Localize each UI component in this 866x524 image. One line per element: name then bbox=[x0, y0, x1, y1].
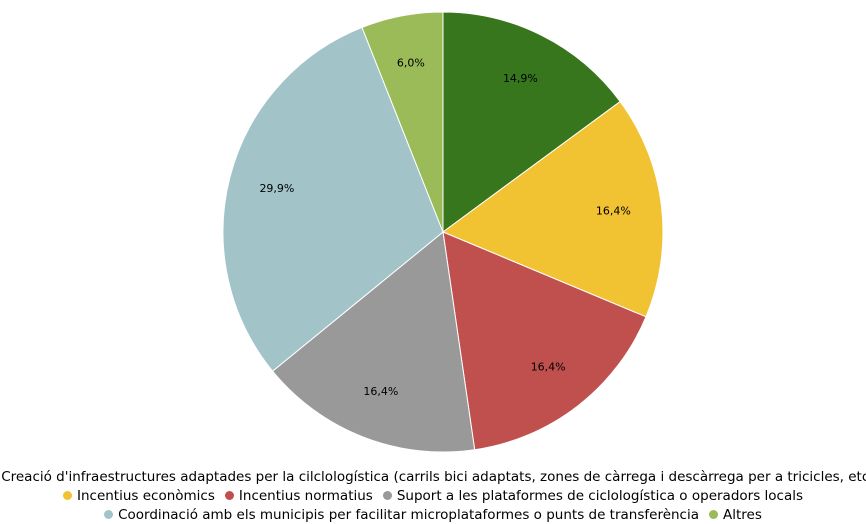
pie-slice bbox=[222, 26, 444, 372]
data-label: 16,4% bbox=[531, 361, 566, 374]
legend-label: Creació d'infraestructures adaptades per… bbox=[1, 468, 866, 485]
data-label: 16,4% bbox=[363, 385, 398, 398]
pie-slice bbox=[361, 11, 444, 233]
legend: Creació d'infraestructures adaptades per… bbox=[0, 467, 866, 524]
data-label: 6,0% bbox=[397, 56, 425, 69]
legend-item: Suport a les plataformes de ciclologísti… bbox=[382, 487, 804, 504]
legend-marker bbox=[104, 510, 114, 519]
legend-label: Incentius normatius bbox=[238, 487, 373, 504]
legend-label: Suport a les plataformes de ciclologísti… bbox=[396, 487, 804, 504]
legend-item: Creació d'infraestructures adaptades per… bbox=[0, 469, 866, 485]
legend-row: Coordinació amb els municipis per facili… bbox=[0, 505, 866, 524]
legend-marker bbox=[62, 491, 72, 500]
data-label: 16,4% bbox=[596, 205, 631, 218]
pie-slice bbox=[442, 231, 647, 451]
pie-area: 14,9% 16,4% 16,4% 16,4% 29,9% 6,0% bbox=[222, 11, 664, 453]
legend-item: Altres bbox=[709, 507, 762, 523]
legend-item: Coordinació amb els municipis per facili… bbox=[104, 507, 699, 523]
legend-marker bbox=[709, 510, 719, 519]
legend-label: Incentius econòmics bbox=[76, 487, 215, 504]
pie-slice bbox=[442, 11, 621, 233]
legend-label: Coordinació amb els municipis per facili… bbox=[118, 506, 700, 523]
pie-slice bbox=[441, 100, 664, 318]
pie-slice bbox=[271, 231, 476, 453]
legend-marker bbox=[382, 491, 392, 500]
legend-row: Incentius econòmics Incentius normatius Su… bbox=[0, 486, 866, 505]
legend-label: Altres bbox=[723, 506, 762, 523]
legend-item: Incentius normatius bbox=[224, 487, 373, 504]
data-label: 14,9% bbox=[503, 72, 538, 85]
data-label: 29,9% bbox=[259, 182, 294, 195]
legend-marker bbox=[224, 491, 234, 500]
legend-row: Creació d'infraestructures adaptades per… bbox=[0, 467, 866, 486]
legend-item: Incentius econòmics bbox=[62, 487, 215, 504]
